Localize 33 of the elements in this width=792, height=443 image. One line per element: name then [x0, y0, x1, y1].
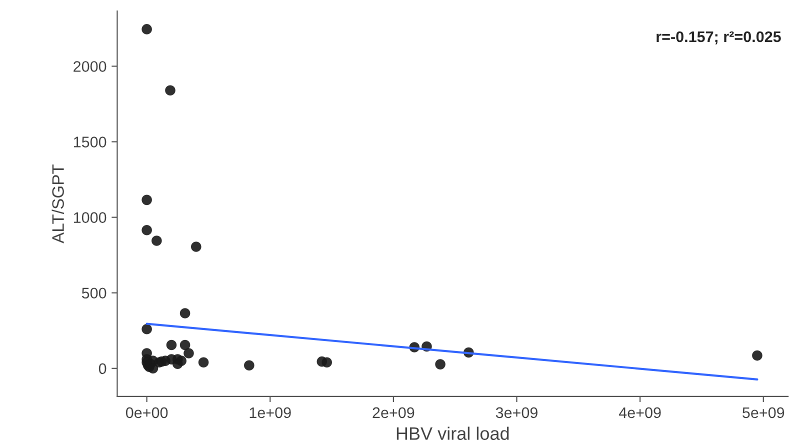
y-tick-label: 500	[82, 288, 106, 299]
annotation: r=-0.157; r²=0.025	[656, 31, 781, 44]
point	[184, 348, 194, 358]
point	[142, 24, 152, 34]
x-tick-label: 2e+09	[372, 407, 414, 418]
point	[148, 363, 158, 374]
x-tick-label: 5e+09	[742, 407, 784, 418]
point	[244, 360, 254, 371]
point	[156, 356, 167, 367]
y-tick-label: 1000	[74, 212, 106, 223]
x-tick-label: 4e+09	[618, 407, 661, 418]
point	[142, 324, 152, 334]
point	[152, 236, 162, 246]
x-tick-label: 3e+09	[496, 407, 538, 418]
point	[180, 340, 190, 350]
y-tick-label: 2000	[74, 61, 106, 72]
point	[142, 194, 152, 206]
x-axis-title: HBV viral load	[396, 426, 509, 440]
y-axis-title: ALT/SGPT	[52, 164, 64, 244]
point	[435, 359, 446, 370]
y-tick-label: 1500	[74, 136, 106, 148]
point	[165, 85, 176, 96]
point	[322, 357, 332, 368]
point	[166, 340, 177, 350]
x-tick-label: 0e+00	[126, 407, 168, 418]
point	[176, 356, 186, 366]
point	[190, 242, 202, 252]
y-tick-label: 0	[98, 363, 106, 374]
point	[752, 350, 762, 361]
point	[198, 357, 209, 368]
x-tick-label: 1e+09	[250, 407, 291, 418]
point	[180, 308, 190, 318]
point	[142, 224, 152, 236]
